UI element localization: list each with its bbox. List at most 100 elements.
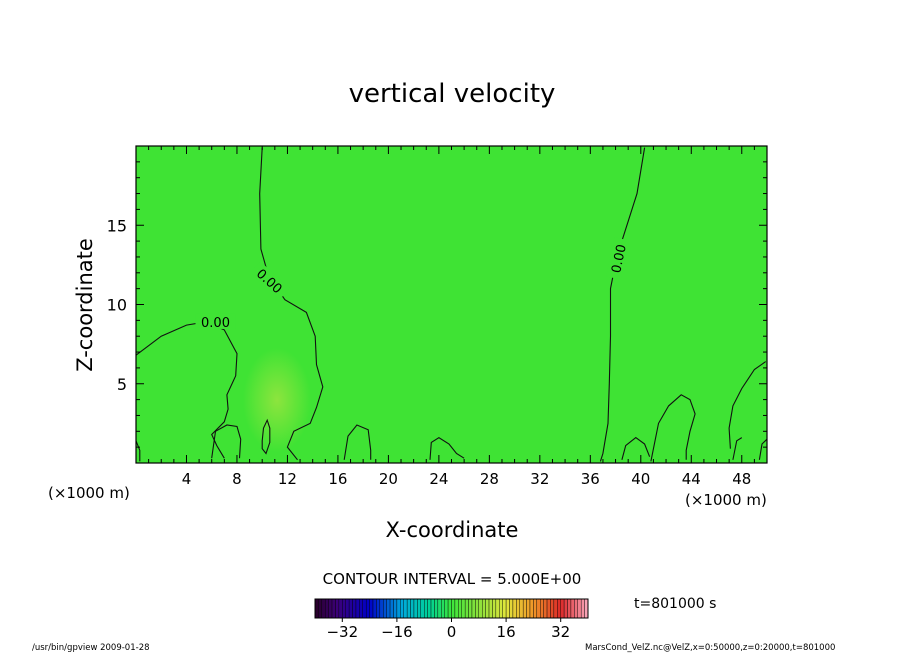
plot-area: 0.000.000.00 [135, 145, 768, 464]
surface-contour-2 [343, 424, 372, 460]
colorbar-cell [413, 598, 418, 619]
x-tick-label: 48 [732, 470, 751, 488]
colorbar-cell [400, 598, 404, 619]
x-tick-label: 40 [631, 470, 650, 488]
colorbar-cell [458, 598, 462, 619]
colorbar-cell [461, 598, 466, 619]
x-tick-label: 16 [328, 470, 347, 488]
x-tick-label: 8 [232, 470, 242, 488]
colorbar-cell [348, 598, 353, 619]
x-tick-labels: 4 8 12 16 20 24 28 32 36 40 44 48 [182, 470, 752, 488]
contour-lines [136, 147, 767, 462]
colorbar-cell [502, 598, 507, 619]
contour-label-bg [195, 313, 236, 329]
colorbar-cell [417, 598, 421, 619]
colorbar-cell [335, 598, 340, 619]
colorbar-cell [577, 598, 582, 619]
colorbar-cell [318, 598, 323, 619]
colorbar-cell [553, 598, 558, 619]
updraft-shading [243, 348, 311, 452]
x-unit-right: (×1000 m) [685, 491, 767, 509]
colorbar-cell [331, 598, 336, 619]
colorbar-cell [396, 598, 401, 619]
y-tick-labels: 5 10 15 [107, 216, 127, 394]
x-tick-label: 28 [480, 470, 499, 488]
colorbar-cell [570, 598, 575, 619]
surface-contour-3 [429, 436, 465, 460]
colorbar-cell [441, 598, 445, 619]
colorbar-cell [471, 598, 476, 619]
contour-label-bg [606, 237, 630, 280]
surface-contour-0 [136, 440, 141, 462]
y-axis-label: Z-coordinate [73, 238, 97, 372]
colorbar-cell [359, 598, 363, 619]
colorbar-cell [468, 598, 473, 619]
colorbar-cell [376, 598, 381, 619]
colorbar-cell [488, 598, 493, 619]
colorbar-cell [451, 598, 456, 619]
colorbar-tick-label: 16 [497, 623, 516, 641]
colorbar-tick-label: 32 [551, 623, 570, 641]
colorbar-cell [410, 598, 415, 619]
colorbar-cell [454, 598, 459, 619]
contour-interval: CONTOUR INTERVAL = 5.000E+00 [323, 570, 582, 588]
colorbar-cell [526, 598, 531, 619]
x-tick-label: 32 [530, 470, 549, 488]
surface-contour-5 [650, 394, 696, 462]
colorbar-cell [424, 598, 428, 619]
contour-label: 0.00 [201, 316, 230, 331]
field-background [136, 146, 767, 463]
colorbar-cell [550, 598, 555, 619]
colorbar-cell [485, 598, 490, 619]
colorbar-cell [434, 598, 439, 619]
colorbar-cell [495, 598, 500, 619]
colorbar-cell [546, 598, 551, 619]
colorbar-cell [345, 598, 350, 619]
contour-line-updraft-cell [261, 418, 271, 455]
colorbar-cell [342, 598, 346, 619]
colorbar-cell [321, 598, 326, 619]
x-axis-label: X-coordinate [386, 518, 519, 542]
footer-right: MarsCond_VelZ.nc@VelZ,x=0:50000,z=0:2000… [585, 643, 835, 653]
surface-contour-7 [758, 438, 767, 460]
colorbar-cell [584, 598, 589, 619]
colorbar-cell [567, 598, 572, 619]
colorbar-cell [529, 598, 534, 619]
colorbar-tick-label: −16 [381, 623, 413, 641]
colorbar-cell [352, 598, 357, 619]
colorbar-cell [505, 598, 510, 619]
contour-line-right-edge [728, 361, 767, 449]
colorbar-cell [512, 598, 517, 619]
contour-label-bg [250, 261, 290, 300]
y-tick-label: 10 [107, 296, 127, 315]
colorbar-cell [386, 598, 391, 619]
colorbar-cell [437, 598, 442, 619]
x-tick-label: 4 [182, 470, 192, 488]
colorbar-cell [492, 598, 497, 619]
x-unit-left: (×1000 m) [48, 484, 130, 502]
axis-ticks [136, 146, 767, 463]
y-tick-label: 15 [107, 216, 127, 235]
colorbar-cell [379, 598, 384, 619]
colorbar-cell [447, 598, 452, 619]
x-tick-label: 20 [379, 470, 398, 488]
colorbar-cell [519, 598, 524, 619]
colorbar-cell [338, 598, 343, 619]
x-tick-label: 24 [429, 470, 448, 488]
colorbar-cell [383, 598, 387, 619]
colorbar-cell [430, 598, 435, 619]
x-tick-label: 44 [682, 470, 701, 488]
colorbar-cell [522, 598, 527, 619]
surface-contour-1 [211, 424, 242, 459]
colorbar-cell [365, 598, 370, 619]
colorbar-cell [314, 598, 319, 619]
colorbar-cell [406, 598, 411, 619]
colorbar-tick-label: 0 [447, 623, 457, 641]
colorbar-cell [427, 598, 432, 619]
colorbar-cell [557, 598, 561, 619]
surface-contour-6 [732, 437, 743, 460]
surface-contour-4 [621, 436, 651, 460]
colorbar-cell [325, 598, 329, 619]
colorbar-cell [543, 598, 548, 619]
